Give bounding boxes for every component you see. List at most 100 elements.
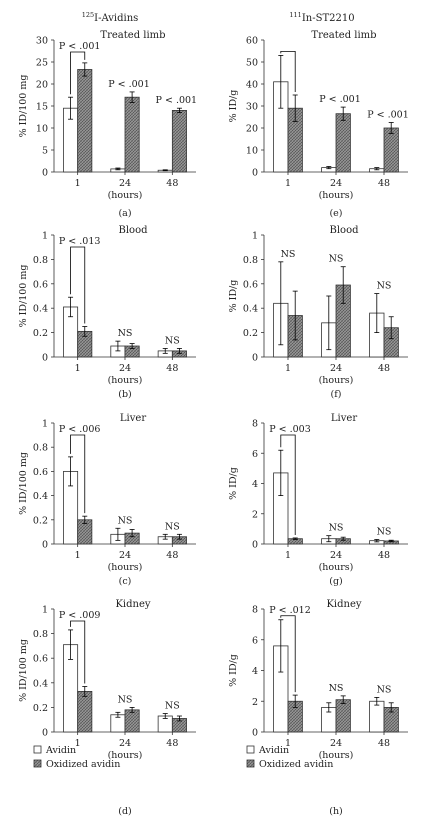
y-tick-label: 0 [42, 353, 48, 364]
y-tick-label: 0.4 [33, 491, 48, 502]
legend-label-avidin: Avidin [258, 745, 289, 756]
significance-label: NS [165, 521, 180, 532]
x-axis-label: (hours) [108, 750, 143, 761]
y-tick-label: 30 [36, 36, 48, 47]
panel-letter: (d) [118, 806, 132, 817]
significance-label: NS [329, 254, 344, 265]
legend-swatch-avidin [246, 745, 255, 754]
x-tick-label: 24 [119, 738, 131, 749]
legend-swatch-avidin [33, 745, 42, 754]
y-tick-label: 0.4 [243, 304, 258, 315]
bar-oxidized-avidin [124, 96, 140, 173]
x-tick-label: 24 [119, 178, 131, 189]
x-tick-label: 24 [330, 550, 342, 561]
y-tick-label: 0.6 [33, 654, 48, 665]
y-tick-label: 10 [246, 146, 258, 157]
panel-title: Blood [330, 225, 360, 236]
left-column-header: 125I-Avidins [82, 11, 139, 24]
y-axis-label: % ID/g [228, 280, 239, 313]
panel-letter: (e) [329, 208, 342, 219]
right-header-name: In-ST2210 [302, 13, 355, 24]
panel-letter: (f) [331, 389, 342, 400]
y-tick-label: 0.4 [33, 678, 48, 689]
panel-letter: (c) [119, 576, 132, 587]
panel-letter: (h) [329, 806, 343, 817]
y-tick-label: 0.8 [243, 255, 258, 266]
y-tick-label: 20 [36, 80, 48, 91]
significance-label: P < .003 [269, 424, 311, 435]
y-tick-label: 4 [252, 666, 258, 677]
y-tick-label: 0.6 [33, 467, 48, 478]
x-tick-label: 48 [166, 178, 178, 189]
y-tick-label: 0 [252, 168, 258, 179]
chart-panel-e: Treated limb 0 10 20 30 40 50 60 % ID/g 1 24 48 P < … [228, 30, 409, 219]
y-tick-label: 0 [252, 353, 258, 364]
panel-letter: (a) [118, 208, 131, 219]
x-tick-label: 48 [166, 550, 178, 561]
left-header-name: I-Avidins [94, 13, 138, 24]
y-tick-label: 0 [42, 728, 48, 739]
y-tick-label: 4 [252, 479, 258, 490]
y-tick-label: 20 [246, 124, 258, 135]
significance-bracket [280, 615, 296, 693]
y-tick-label: 6 [252, 449, 258, 460]
y-tick-label: 0.8 [33, 629, 48, 640]
y-tick-label: 40 [246, 80, 258, 91]
significance-label: NS [118, 515, 133, 526]
chart-panel-b: Blood 0 0.2 0.4 0.6 0.8 1 % ID/100 mg 1 24 48 P < .… [18, 225, 196, 400]
legend-swatch-oxidized [33, 759, 42, 768]
y-tick-label: 30 [246, 102, 258, 113]
y-tick-label: 1 [42, 419, 48, 430]
x-axis-label: (hours) [319, 190, 354, 201]
legend-label-avidin: Avidin [45, 745, 76, 756]
significance-label: NS [165, 335, 180, 346]
significance-label: NS [377, 281, 392, 292]
y-tick-label: 2 [252, 509, 258, 520]
chart-panel-f: Blood 0 0.2 0.4 0.6 0.8 1 % ID/g 1 24 48 NS NS NS (hou… [228, 225, 408, 400]
x-tick-label: 48 [378, 363, 390, 374]
y-tick-label: 60 [246, 36, 258, 47]
y-tick-label: 0 [42, 168, 48, 179]
y-axis-label: % ID/g [228, 654, 239, 687]
significance-bracket [70, 51, 86, 95]
panel-title: Liver [120, 413, 146, 424]
y-axis-label: % ID/100 mg [18, 639, 29, 702]
significance-label: NS [165, 701, 180, 712]
bar-oxidized-avidin [77, 691, 93, 733]
x-tick-label: 1 [75, 363, 81, 374]
chart-panel-a: Treated limb 0 5 10 15 20 25 30 % ID/100 mg 1 24 48… [18, 30, 197, 219]
bar-oxidized-avidin [335, 699, 351, 733]
y-axis-label: % ID/g [228, 467, 239, 500]
legend-label-oxidized: Oxidized avidin [46, 759, 120, 770]
x-tick-label: 1 [75, 178, 81, 189]
x-tick-label: 48 [378, 550, 390, 561]
y-tick-label: 8 [252, 419, 258, 430]
y-tick-label: 0.2 [243, 328, 258, 339]
y-tick-label: 8 [252, 605, 258, 616]
y-tick-label: 0.2 [33, 328, 48, 339]
panel-title: Treated limb [100, 30, 165, 41]
x-tick-label: 1 [75, 550, 81, 561]
panel-title: Treated limb [311, 30, 376, 41]
panel-letter: (g) [329, 576, 343, 587]
x-axis-label: (hours) [108, 562, 143, 573]
y-tick-label: 0 [42, 540, 48, 551]
significance-label: P < .001 [108, 79, 150, 90]
y-axis-label: % ID/g [228, 90, 239, 123]
y-tick-label: 0.6 [243, 279, 258, 290]
y-tick-label: 6 [252, 635, 258, 646]
bar-oxidized-avidin [335, 113, 351, 173]
significance-label: NS [329, 523, 344, 534]
y-tick-label: 5 [42, 146, 48, 157]
y-tick-label: 25 [36, 58, 48, 69]
legend-right: Avidin Oxidized avidin [246, 745, 333, 770]
y-tick-label: 1 [42, 605, 48, 616]
significance-label: NS [118, 328, 133, 339]
significance-label: P < .009 [59, 610, 101, 621]
significance-bracket [280, 51, 296, 92]
y-tick-label: 15 [36, 102, 48, 113]
panel-title: Kidney [115, 599, 150, 610]
